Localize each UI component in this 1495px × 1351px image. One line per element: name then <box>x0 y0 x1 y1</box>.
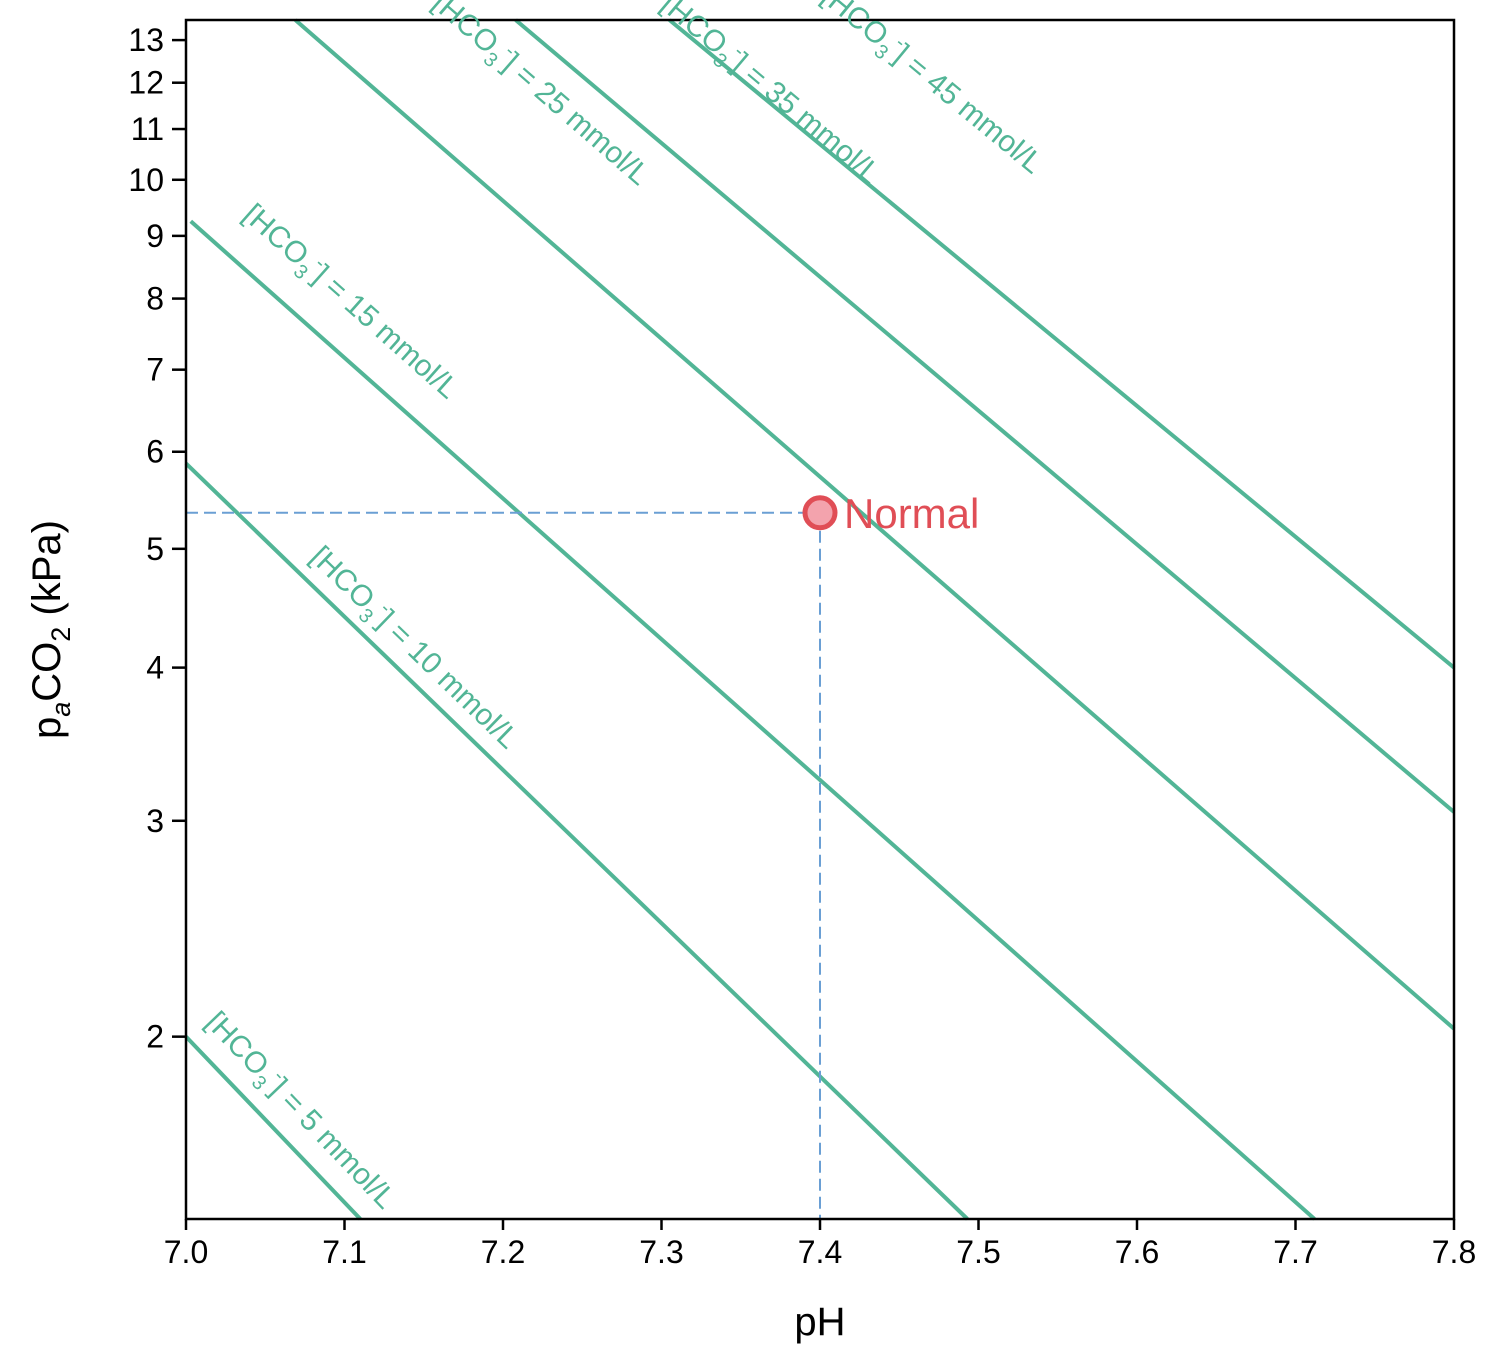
y-tick-label: 7 <box>146 352 164 388</box>
y-axis-title-main: p <box>25 717 69 739</box>
x-tick-label: 7.2 <box>481 1234 525 1270</box>
x-tick-label: 7.4 <box>798 1234 842 1270</box>
y-axis-title: paCO2 (kPa) <box>25 520 76 739</box>
x-tick-label: 7.3 <box>639 1234 683 1270</box>
y-tick-label: 6 <box>146 434 164 470</box>
y-axis-title-subscript-2: 2 <box>46 627 76 642</box>
isopleth-line-hco3-25 <box>294 18 1456 1031</box>
x-tick-label: 7.5 <box>956 1234 1000 1270</box>
x-axis-title: pH <box>794 1300 845 1344</box>
normal-reference-lines <box>186 511 821 1219</box>
x-tick-label: 7.0 <box>164 1234 208 1270</box>
isopleth-lines <box>184 18 1456 1221</box>
isopleth-line-hco3-35 <box>514 18 1456 814</box>
normal-point-label: Normal <box>844 490 979 537</box>
y-tick-label: 4 <box>146 650 164 686</box>
y-axis-title-subscript-a: a <box>46 702 76 717</box>
y-tick-label: 3 <box>146 803 164 839</box>
isopleth-line-hco3-5 <box>184 1035 362 1221</box>
x-tick-label: 7.8 <box>1432 1234 1476 1270</box>
x-tick-label: 7.7 <box>1273 1234 1317 1270</box>
normal-point-group: Normal <box>802 490 979 537</box>
y-tick-label: 12 <box>128 65 164 101</box>
y-tick-label: 8 <box>146 281 164 317</box>
isopleth-line-hco3-15 <box>189 219 1316 1221</box>
y-tick-label: 5 <box>146 531 164 567</box>
y-axis-title-co: CO <box>25 642 69 702</box>
normal-point <box>802 495 838 531</box>
svg-text:paCO2 (kPa): paCO2 (kPa) <box>25 520 76 739</box>
y-tick-label: 2 <box>146 1019 164 1055</box>
isopleth-line-hco3-45 <box>668 18 1456 670</box>
y-tick-label: 13 <box>128 22 164 58</box>
y-tick-label: 9 <box>146 218 164 254</box>
isopleth-line-hco3-10 <box>184 461 969 1221</box>
x-tick-label: 7.1 <box>322 1234 366 1270</box>
axis-ticks: 7.0 7.1 7.2 7.3 7.4 7.5 7.6 7.7 7.8 2 3 4 5 6 7 8 9 10 11 1… <box>128 22 1476 1270</box>
x-tick-label: 7.6 <box>1115 1234 1159 1270</box>
y-tick-label: 11 <box>131 111 164 147</box>
y-axis-title-unit: (kPa) <box>25 520 69 627</box>
y-tick-label: 10 <box>128 162 164 198</box>
